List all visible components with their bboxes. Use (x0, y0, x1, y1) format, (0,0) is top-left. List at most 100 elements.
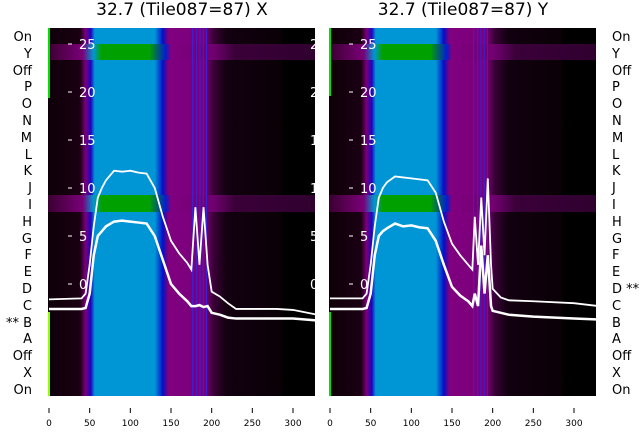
x-tick-label: 200 (203, 419, 220, 429)
x-tick-label: 150 (443, 419, 460, 429)
heatmap-stripe (205, 28, 207, 396)
y-tick-label: 0 (360, 278, 368, 293)
row-label: L (612, 147, 620, 163)
row-label: I (28, 198, 32, 213)
y-tick-label: 20 (360, 86, 377, 101)
row-label: B (612, 315, 621, 331)
row-label: Off (612, 63, 632, 79)
row-label: Y (24, 46, 32, 62)
row-label: On (612, 30, 631, 45)
y-tick-label: 10 (79, 182, 96, 197)
heatmap-stripe (477, 28, 479, 396)
row-label: A (612, 332, 621, 348)
edge-marker (329, 28, 331, 96)
series-line-lower (330, 222, 599, 321)
series-line-upper (330, 175, 599, 307)
row-label: P (612, 80, 620, 96)
row-label: M (20, 130, 32, 146)
row-label: Y (612, 46, 620, 62)
y-tick-label: 20 (79, 86, 96, 101)
row-label: K (23, 164, 32, 180)
y-tick-label: 25 (79, 38, 96, 53)
marker: ** (5, 315, 24, 331)
row-label: D ** (612, 282, 640, 297)
x-tick-label: 250 (525, 419, 542, 429)
row-label: N (612, 114, 622, 129)
x-tick-label: 300 (284, 419, 301, 429)
heatmap-stripe (486, 28, 488, 396)
row-label: P (24, 80, 32, 96)
x-tick-label: 50 (365, 419, 377, 429)
y-tick-label: 15 (360, 134, 377, 149)
row-label: C (22, 298, 32, 314)
row-label: F (612, 248, 620, 264)
row-label: D (21, 282, 32, 297)
y-tick-label: 20 (310, 86, 327, 101)
y-tick-label: 0 (79, 278, 87, 293)
row-label: ** B (5, 315, 32, 331)
row-label: Off (12, 349, 32, 365)
row-label: Off (612, 349, 632, 365)
marker: ** (622, 282, 640, 297)
row-label: A (23, 332, 32, 348)
y-tick-label: 5 (310, 230, 318, 245)
heatmap-stripe (473, 28, 475, 396)
heatmap-band (48, 195, 315, 212)
row-label: X (612, 366, 621, 381)
row-label: O (612, 97, 623, 113)
row-label: J (612, 181, 616, 197)
y-tick-label: 10 (310, 182, 327, 197)
row-label: G (612, 231, 623, 247)
y-tick-label: 25 (360, 38, 377, 53)
y-tick-label: 15 (310, 134, 327, 149)
heatmap-stripe (196, 28, 198, 396)
x-tick-label: 250 (244, 419, 261, 429)
row-label: C (612, 298, 622, 314)
row-label: K (612, 164, 621, 180)
y-tick-label: 5 (360, 230, 368, 245)
y-tick-label: 15 (79, 134, 96, 149)
row-label: I (612, 198, 616, 213)
row-label: O (21, 97, 32, 113)
edge-marker (48, 312, 50, 396)
chart-title-y: 32.7 (Tile087=87) Y (377, 0, 549, 20)
y-tick-label: 25 (310, 38, 327, 53)
heatmap-band (329, 195, 596, 212)
row-label: On (13, 382, 32, 398)
edge-marker (329, 312, 331, 396)
row-label: H (22, 214, 32, 230)
x-tick-label: 300 (565, 419, 582, 429)
x-tick-label: 0 (46, 419, 52, 429)
y-tick-label: 0 (310, 278, 318, 293)
chart-title-x: 32.7 (Tile087=87) X (96, 0, 268, 20)
heatmap-band (48, 44, 315, 60)
x-tick-label: 100 (403, 419, 420, 429)
heatmap-band (329, 44, 596, 60)
heatmap-stripe (199, 28, 201, 396)
row-label: E (612, 265, 621, 281)
row-label: H (612, 214, 622, 230)
heatmap-stripe (192, 28, 194, 396)
heatmap-stripe (483, 28, 485, 396)
row-label: M (612, 130, 624, 146)
row-label: J (28, 181, 32, 197)
row-label: F (24, 248, 32, 264)
y-tick-label: 10 (360, 182, 377, 197)
x-tick-label: 50 (84, 419, 96, 429)
row-label: X (23, 366, 32, 381)
x-tick-label: 150 (162, 419, 179, 429)
row-label: L (24, 147, 32, 163)
x-tick-label: 0 (327, 419, 333, 429)
series-line-lower (49, 219, 318, 322)
row-label: G (21, 231, 32, 247)
x-tick-label: 200 (484, 419, 501, 429)
y-tick-label: 5 (79, 230, 87, 245)
edge-marker (48, 28, 50, 98)
row-label: On (612, 382, 631, 398)
row-label: E (23, 265, 32, 281)
x-tick-label: 100 (122, 419, 139, 429)
series-line-upper (48, 169, 318, 316)
